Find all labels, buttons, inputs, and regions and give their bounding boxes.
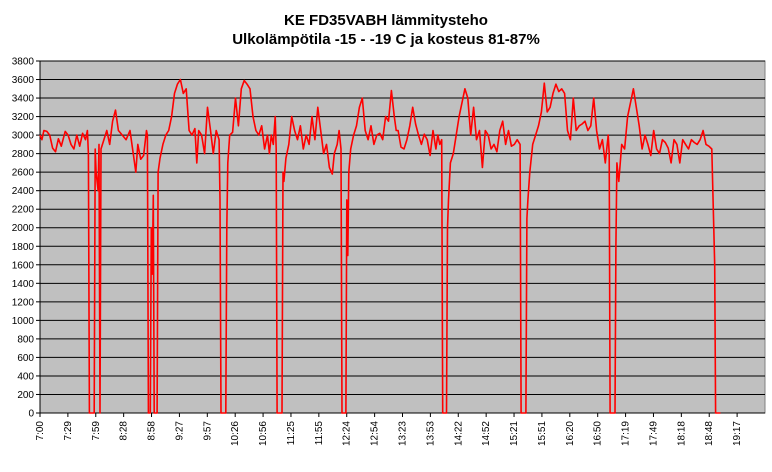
chart-subtitle: Ulkolämpötila -15 - -19 C ja kosteus 81-… [232, 31, 540, 48]
x-tick-label: 12:54 [370, 421, 381, 446]
y-tick-label: 800 [17, 334, 34, 345]
y-tick-label: 2400 [12, 186, 35, 197]
y-tick-label: 200 [17, 390, 34, 401]
x-tick-label: 7:29 [63, 421, 74, 441]
x-tick-label: 14:22 [453, 421, 464, 446]
y-tick-label: 3200 [12, 112, 35, 123]
y-tick-label: 1800 [12, 242, 35, 253]
x-tick-label: 12:24 [342, 421, 353, 446]
x-tick-label: 14:52 [481, 421, 492, 446]
x-tick-label: 15:21 [509, 421, 520, 446]
x-tick-label: 16:50 [593, 421, 604, 446]
x-tick-label: 7:00 [35, 421, 46, 441]
y-tick-label: 3600 [12, 75, 35, 86]
x-tick-label: 11:25 [286, 421, 297, 446]
x-tick-label: 7:59 [91, 421, 102, 441]
x-tick-label: 17:19 [621, 421, 632, 446]
y-tick-label: 3000 [12, 131, 35, 142]
plot-area [39, 60, 766, 414]
x-tick-label: 10:56 [258, 421, 269, 446]
x-tick-label: 8:58 [147, 421, 158, 441]
x-tick-label: 9:27 [174, 421, 185, 441]
x-tick-label: 18:48 [704, 421, 715, 446]
y-tick-label: 3400 [12, 94, 35, 105]
x-tick-label: 13:23 [398, 421, 409, 446]
x-tick-label: 10:26 [230, 421, 241, 446]
y-tick-label: 0 [28, 409, 34, 420]
x-tick-label: 19:17 [732, 421, 743, 446]
x-tick-label: 9:57 [202, 421, 213, 441]
x-tick-label: 17:49 [648, 421, 659, 446]
x-tick-label: 13:53 [425, 421, 436, 446]
y-tick-label: 3800 [12, 57, 35, 68]
y-tick-label: 1200 [12, 297, 35, 308]
y-tick-label: 1000 [12, 316, 35, 327]
y-tick-label: 1400 [12, 279, 35, 290]
y-tick-label: 2800 [12, 149, 35, 160]
y-tick-label: 2000 [12, 223, 35, 234]
y-tick-label: 2600 [12, 168, 35, 179]
chart-title: KE FD35VABH lämmitysteho [284, 12, 488, 29]
y-tick-label: 2200 [12, 205, 35, 216]
y-tick-label: 1600 [12, 260, 35, 271]
x-tick-label: 11:55 [314, 421, 325, 446]
x-tick-label: 18:18 [676, 421, 687, 446]
x-tick-label: 8:28 [119, 421, 130, 441]
series-line [39, 78, 721, 414]
x-tick-label: 16:20 [565, 421, 576, 446]
y-tick-label: 600 [17, 353, 34, 364]
x-tick-label: 15:51 [537, 421, 548, 446]
y-tick-label: 400 [17, 371, 34, 382]
